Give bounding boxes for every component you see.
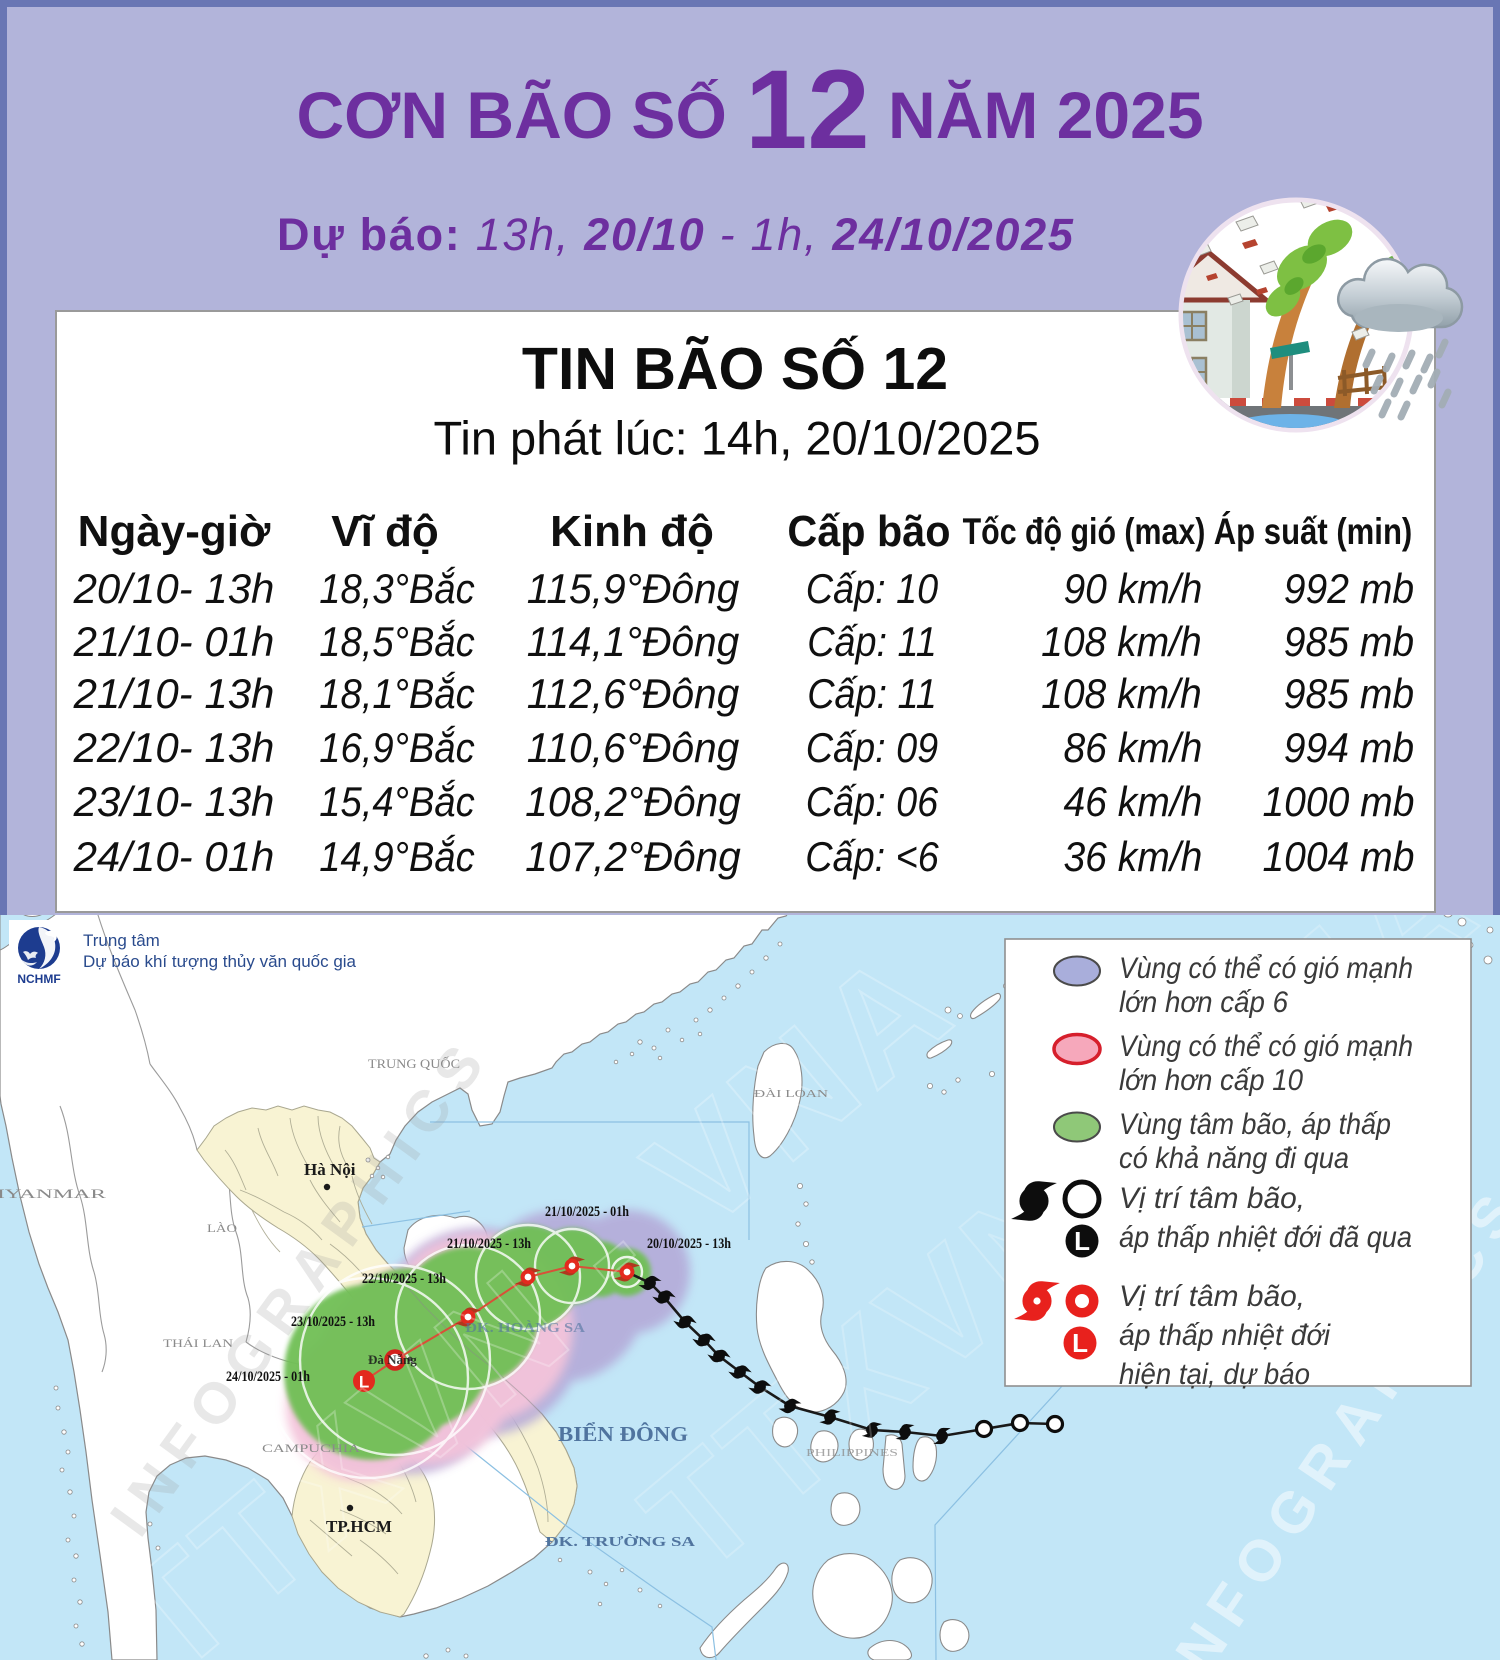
- svg-text:TRUNG QUỐC: TRUNG QUỐC: [368, 1056, 460, 1071]
- svg-text:Vùng tâm bão, áp thấp: Vùng tâm bão, áp thấp: [1119, 1108, 1391, 1141]
- svg-text:Vị trí tâm bão,: Vị trí tâm bão,: [1119, 1182, 1305, 1215]
- svg-text:21/10/2025 - 01h: 21/10/2025 - 01h: [545, 1204, 629, 1220]
- svg-text:L: L: [359, 1373, 369, 1392]
- svg-text:Vùng có thể có gió mạnh: Vùng có thể có gió mạnh: [1119, 952, 1413, 985]
- svg-text:CAMPUCHIA: CAMPUCHIA: [262, 1441, 360, 1455]
- svg-text:LÀO: LÀO: [207, 1221, 237, 1235]
- svg-text:BIỂN ĐÔNG: BIỂN ĐÔNG: [558, 1422, 688, 1446]
- svg-text:NCHMF: NCHMF: [17, 972, 60, 986]
- svg-text:ĐK. TRƯỜNG SA: ĐK. TRƯỜNG SA: [545, 1533, 696, 1550]
- svg-text:Hà Nội: Hà Nội: [304, 1160, 356, 1179]
- svg-text:ĐK. HOÀNG SA: ĐK. HOÀNG SA: [465, 1319, 586, 1336]
- svg-text:Vị trí tâm bão,: Vị trí tâm bão,: [1119, 1280, 1305, 1313]
- svg-text:MYANMAR: MYANMAR: [0, 1186, 107, 1201]
- svg-text:áp thấp nhiệt đới đã qua: áp thấp nhiệt đới đã qua: [1119, 1221, 1412, 1254]
- svg-text:có khả năng đi qua: có khả năng đi qua: [1119, 1142, 1349, 1175]
- svg-text:TP.HCM: TP.HCM: [326, 1517, 392, 1536]
- svg-text:THÁI LAN: THÁI LAN: [163, 1336, 233, 1350]
- svg-text:áp thấp nhiệt đới: áp thấp nhiệt đới: [1119, 1319, 1331, 1352]
- svg-text:23/10/2025 - 13h: 23/10/2025 - 13h: [291, 1314, 375, 1330]
- svg-text:24/10/2025 - 01h: 24/10/2025 - 01h: [226, 1369, 310, 1385]
- svg-text:L: L: [1072, 1328, 1088, 1358]
- svg-text:PHILIPPINES: PHILIPPINES: [806, 1448, 898, 1459]
- svg-text:22/10/2025 - 13h: 22/10/2025 - 13h: [362, 1271, 446, 1287]
- svg-text:hiện tại, dự báo: hiện tại, dự báo: [1119, 1358, 1310, 1391]
- svg-text:20/10/2025 - 13h: 20/10/2025 - 13h: [647, 1236, 731, 1252]
- svg-text:lớn hơn cấp 6: lớn hơn cấp 6: [1119, 986, 1288, 1019]
- svg-text:Vùng có thể có gió mạnh: Vùng có thể có gió mạnh: [1119, 1030, 1413, 1063]
- svg-text:lớn hơn cấp 10: lớn hơn cấp 10: [1119, 1064, 1303, 1097]
- svg-text:ĐÀI LOAN: ĐÀI LOAN: [754, 1088, 828, 1100]
- svg-text:L: L: [1074, 1226, 1090, 1256]
- svg-text:21/10/2025 - 13h: 21/10/2025 - 13h: [447, 1236, 531, 1252]
- svg-text:Đà Nẵng: Đà Nẵng: [368, 1352, 417, 1367]
